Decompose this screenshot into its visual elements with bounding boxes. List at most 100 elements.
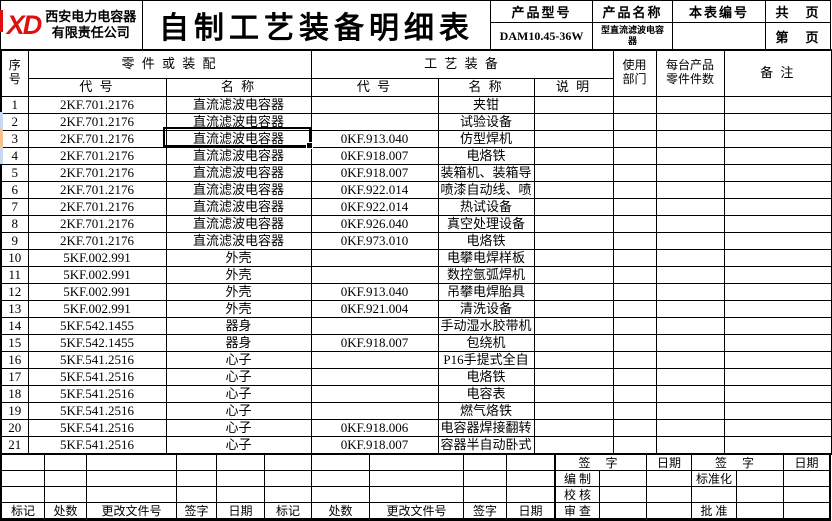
cell-remark[interactable]	[723, 95, 832, 114]
cell-row-number[interactable]: 17	[0, 367, 29, 386]
cell-proc-name[interactable]: 吊攀电焊胎具	[437, 282, 535, 301]
cell-proc-code[interactable]: 0KF.926.040	[310, 214, 439, 233]
cell-row-number[interactable]: 16	[0, 350, 29, 369]
blank-signature-cell[interactable]	[737, 487, 784, 503]
cell-part-name[interactable]: 直流滤波电容器	[165, 146, 312, 165]
revision-empty-cell[interactable]	[87, 471, 177, 487]
revision-empty-cell[interactable]	[2, 471, 45, 487]
cell-proc-code[interactable]: 0KF.918.006	[310, 418, 439, 437]
revision-empty-cell[interactable]	[45, 455, 87, 471]
page-number-label[interactable]: 第 页	[775, 29, 821, 45]
cell-description[interactable]	[533, 418, 614, 437]
cell-remark[interactable]	[723, 401, 832, 420]
cell-qty[interactable]	[655, 180, 725, 199]
cell-remark[interactable]	[723, 316, 832, 335]
cell-row-number[interactable]: 13	[0, 299, 29, 318]
cell-proc-name[interactable]: 清洗设备	[437, 299, 535, 318]
cell-part-name[interactable]: 直流滤波电容器	[165, 197, 312, 216]
cell-description[interactable]	[533, 248, 614, 267]
cell-description[interactable]	[533, 95, 614, 114]
cell-part-code[interactable]: 5KF.002.991	[27, 282, 167, 301]
cell-proc-name[interactable]: 包绕机	[437, 333, 535, 352]
cell-department[interactable]	[612, 146, 657, 165]
cell-part-name[interactable]: 直流滤波电容器	[165, 95, 312, 114]
cell-row-number[interactable]: 11	[0, 265, 29, 284]
cell-qty[interactable]	[655, 350, 725, 369]
cell-proc-code[interactable]: 0KF.918.007	[310, 146, 439, 165]
cell-part-code[interactable]: 2KF.701.2176	[27, 197, 167, 216]
cell-description[interactable]	[533, 214, 614, 233]
cell-description[interactable]	[533, 129, 614, 148]
cell-row-number[interactable]: 21	[0, 435, 29, 455]
cell-department[interactable]	[612, 316, 657, 335]
cell-description[interactable]	[533, 282, 614, 301]
revision-empty-cell[interactable]	[265, 487, 312, 503]
cell-description[interactable]	[533, 163, 614, 182]
cell-part-code[interactable]: 5KF.541.2516	[27, 435, 167, 455]
cell-remark[interactable]	[723, 197, 832, 216]
cell-proc-code[interactable]: 0KF.913.040	[310, 282, 439, 301]
revision-empty-cell[interactable]	[265, 471, 312, 487]
cell-part-code[interactable]: 5KF.541.2516	[27, 350, 167, 369]
sheet-number-value[interactable]	[673, 23, 766, 49]
cell-department[interactable]	[612, 333, 657, 352]
cell-row-number[interactable]: 2	[0, 112, 29, 131]
cell-part-code[interactable]: 5KF.002.991	[27, 248, 167, 267]
revision-empty-cell[interactable]	[370, 455, 464, 471]
cell-proc-code[interactable]	[310, 350, 439, 369]
cell-qty[interactable]	[655, 197, 725, 216]
cell-department[interactable]	[612, 435, 657, 455]
cell-description[interactable]	[533, 146, 614, 165]
cell-row-number[interactable]: 1	[0, 95, 29, 114]
revision-empty-cell[interactable]	[87, 455, 177, 471]
cell-department[interactable]	[612, 299, 657, 318]
total-pages-label[interactable]: 共 页	[766, 1, 830, 23]
cell-remark[interactable]	[723, 367, 832, 386]
checked-date-cell[interactable]	[647, 487, 692, 503]
cell-department[interactable]	[612, 384, 657, 403]
revision-empty-cell[interactable]	[312, 471, 370, 487]
cell-part-code[interactable]: 2KF.701.2176	[27, 95, 167, 114]
cell-qty[interactable]	[655, 282, 725, 301]
cell-proc-code[interactable]	[310, 316, 439, 335]
cell-department[interactable]	[612, 367, 657, 386]
cell-qty[interactable]	[655, 401, 725, 420]
cell-proc-code[interactable]: 0KF.973.010	[310, 231, 439, 250]
revision-empty-cell[interactable]	[507, 455, 554, 471]
cell-remark[interactable]	[723, 418, 832, 437]
cell-row-number[interactable]: 8	[0, 214, 29, 233]
cell-proc-code[interactable]	[310, 265, 439, 284]
fill-handle[interactable]	[306, 142, 313, 149]
cell-part-code[interactable]: 2KF.701.2176	[27, 112, 167, 131]
cell-part-name[interactable]: 心子	[165, 418, 312, 437]
cell-description[interactable]	[533, 197, 614, 216]
cell-row-number[interactable]: 20	[0, 418, 29, 437]
prepared-date-cell[interactable]	[647, 471, 692, 487]
cell-qty[interactable]	[655, 435, 725, 455]
cell-qty[interactable]	[655, 146, 725, 165]
cell-row-number[interactable]: 19	[0, 401, 29, 420]
cell-part-name[interactable]: 外壳	[165, 265, 312, 284]
cell-proc-name[interactable]: 仿型焊机	[437, 129, 535, 148]
cell-part-code[interactable]: 5KF.002.991	[27, 299, 167, 318]
cell-row-number[interactable]: 3	[0, 129, 29, 148]
cell-department[interactable]	[612, 197, 657, 216]
approved-signature-cell[interactable]	[737, 503, 784, 519]
cell-description[interactable]	[533, 316, 614, 335]
revision-empty-cell[interactable]	[265, 455, 312, 471]
cell-proc-name[interactable]: 手动湿水胶带机	[437, 316, 535, 335]
cell-part-code[interactable]: 5KF.542.1455	[27, 316, 167, 335]
cell-part-code[interactable]: 2KF.701.2176	[27, 163, 167, 182]
cell-proc-code[interactable]	[310, 112, 439, 131]
cell-part-code[interactable]: 2KF.701.2176	[27, 129, 167, 148]
cell-proc-name[interactable]: P16手提式全自	[437, 350, 535, 369]
cell-qty[interactable]	[655, 231, 725, 250]
cell-part-name[interactable]: 心子	[165, 401, 312, 420]
cell-qty[interactable]	[655, 384, 725, 403]
cell-proc-name[interactable]: 电容器焊接翻转	[437, 418, 535, 437]
revision-empty-cell[interactable]	[507, 487, 554, 503]
cell-part-name[interactable]: 心子	[165, 367, 312, 386]
revision-empty-cell[interactable]	[464, 487, 507, 503]
cell-proc-name[interactable]: 容器半自动卧式	[437, 435, 535, 455]
revision-empty-cell[interactable]	[177, 471, 217, 487]
